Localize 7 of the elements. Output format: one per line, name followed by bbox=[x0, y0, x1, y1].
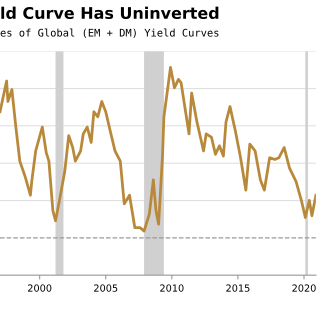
x-tick-label: 2000 bbox=[28, 284, 52, 292]
x-tick-label: 2020 bbox=[292, 284, 316, 292]
x-tick-label: 2010 bbox=[160, 284, 184, 292]
x-tick-label: 2005 bbox=[94, 284, 118, 292]
x-tick-label: 2015 bbox=[226, 284, 250, 292]
chart-subtitle: es of Global (EM + DM) Yield Curves bbox=[0, 28, 218, 38]
chart-title: ld Curve Has Uninverted bbox=[1, 6, 218, 20]
